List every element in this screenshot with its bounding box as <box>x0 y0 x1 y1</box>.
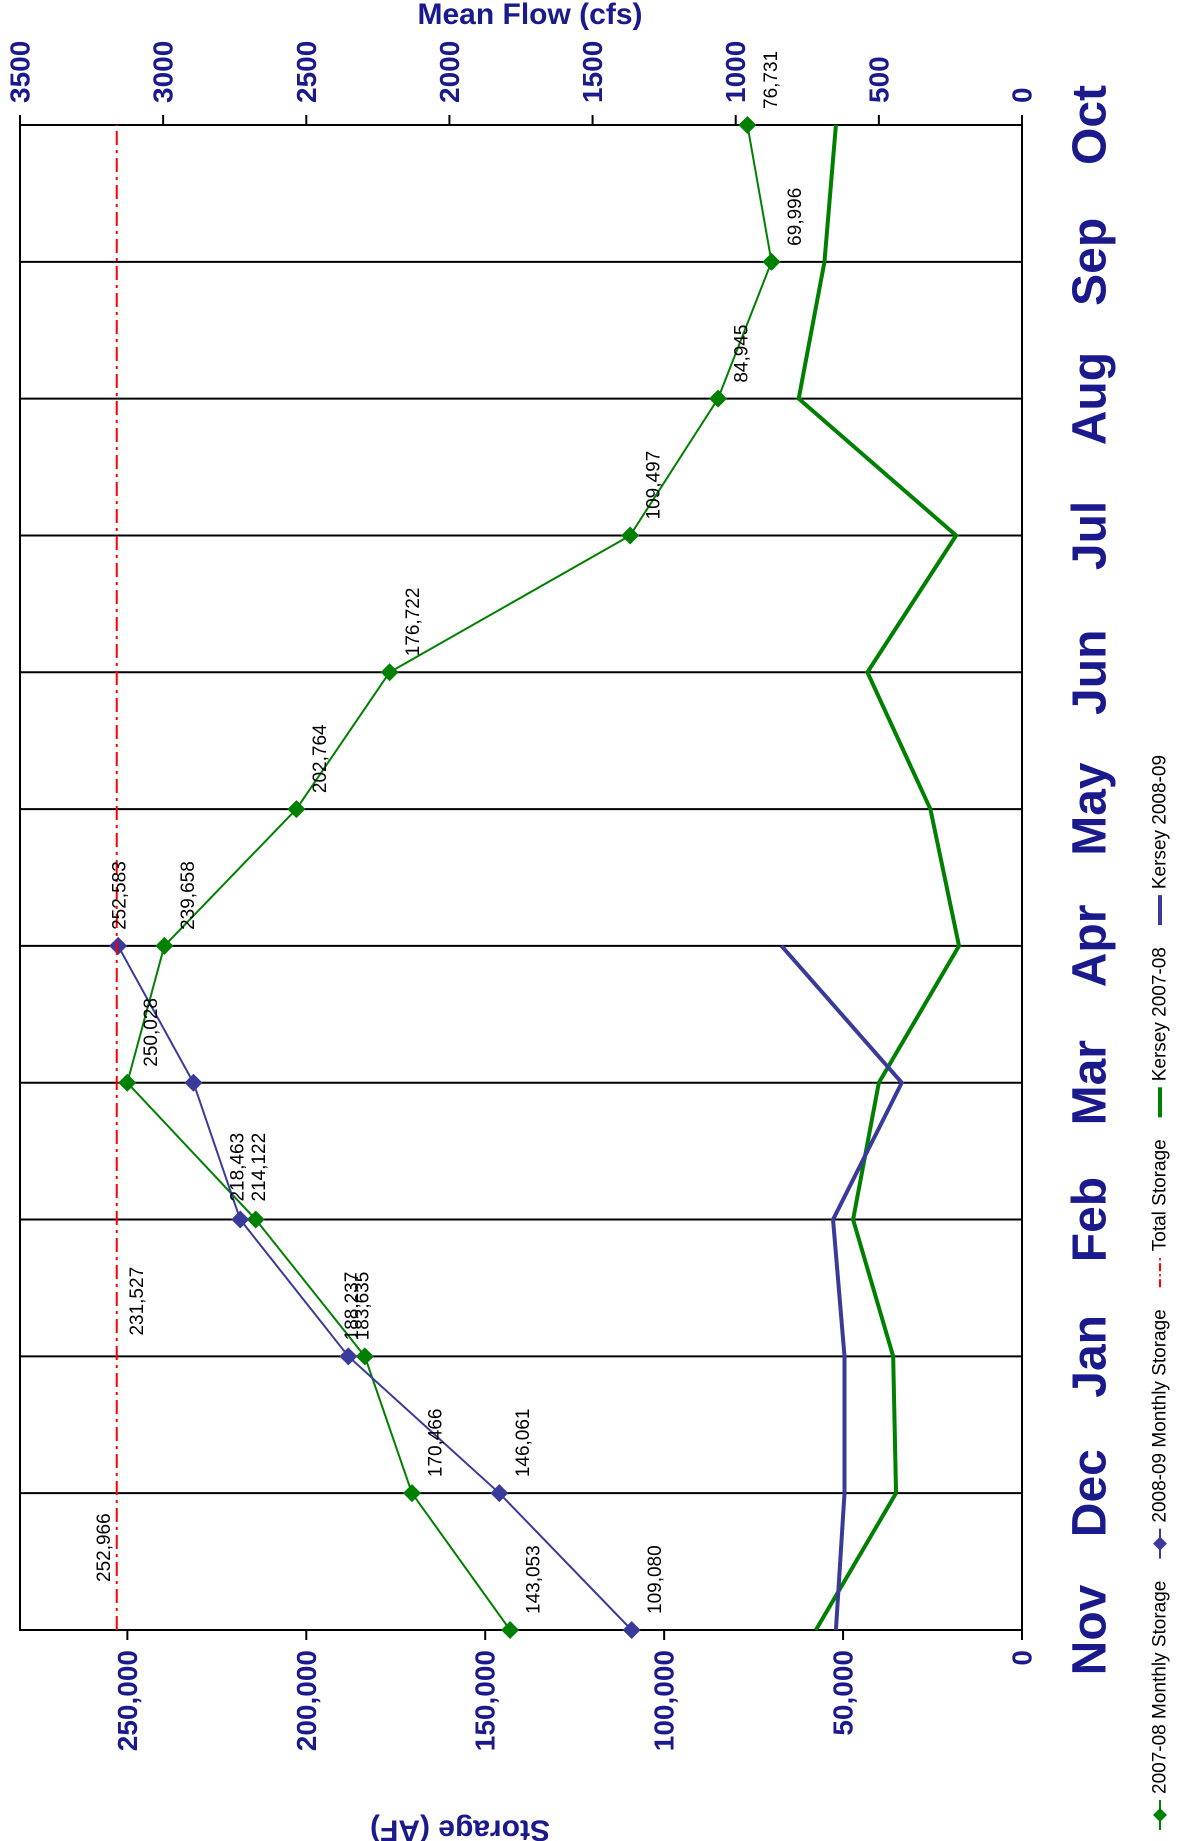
month-label-sep: Sep <box>1064 218 1117 306</box>
storage-tick-label: 100,000 <box>649 1650 680 1751</box>
month-label-jun: Jun <box>1064 630 1117 715</box>
legend-item-kersey-2008-09: Kersey 2008-09 <box>1150 755 1171 926</box>
data-label-2007-08: 202,764 <box>310 724 331 793</box>
legend-label: Kersey 2008-09 <box>1150 755 1171 889</box>
series-point-2007-08-monthly-storage <box>501 1621 520 1639</box>
legend-label: Total Storage <box>1150 1139 1171 1251</box>
data-label-2007-08: 76,731 <box>761 51 782 109</box>
series-point-2007-08-monthly-storage <box>621 526 640 545</box>
month-label-may: May <box>1064 762 1117 856</box>
legend-item-kersey-2007-08: Kersey 2007-08 <box>1150 947 1171 1118</box>
legend-label: 2007-08 Monthly Storage <box>1150 1581 1171 1794</box>
storage-axis-title: Storage (AF) <box>370 1814 550 1841</box>
legend-marker <box>1153 1808 1167 1822</box>
flow-tick-label: 1000 <box>720 41 751 103</box>
data-label-2008-09: 146,061 <box>513 1408 534 1477</box>
storage-tick-label: 50,000 <box>828 1650 859 1736</box>
flow-tick-label: 500 <box>863 56 894 103</box>
data-label-2007-08: 84,945 <box>732 325 753 383</box>
series-line-kersey-2007-08 <box>796 124 962 1632</box>
series-point-2007-08-monthly-storage <box>355 1347 374 1366</box>
storage-tick-label: 150,000 <box>470 1650 501 1751</box>
series-point-2008-09-monthly-storage <box>622 1621 641 1639</box>
data-label-2008-09: 218,463 <box>228 1133 249 1202</box>
series-layer <box>109 116 962 1639</box>
series-point-2008-09-monthly-storage <box>109 936 128 955</box>
data-label-2007-08: 109,497 <box>644 451 665 520</box>
month-label-feb: Feb <box>1064 1177 1117 1262</box>
data-label-2007-08: 250,028 <box>141 998 162 1067</box>
flow-tick-label: 3000 <box>148 41 179 103</box>
month-gridlines <box>20 124 1022 1631</box>
series-line-2008-09-monthly-storage <box>117 945 633 1631</box>
month-label-jul: Jul <box>1064 501 1117 570</box>
series-point-2007-08-monthly-storage <box>380 663 399 682</box>
month-label-oct: Oct <box>1064 85 1117 165</box>
axes: Nov Dec Jan Feb Mar Apr May Jun Jul Aug Sep Oct 0 50,… <box>5 0 1117 1841</box>
storage-tick-label: 200,000 <box>291 1650 322 1751</box>
data-label-2008-09: 252,583 <box>110 861 131 930</box>
series-point-2007-08-monthly-storage <box>155 936 174 955</box>
legend-label: Kersey 2007-08 <box>1150 947 1171 1081</box>
series-line-2007-08-monthly-storage <box>126 124 773 1631</box>
series-point-2007-08-monthly-storage <box>402 1484 421 1503</box>
series-point-2007-08-monthly-storage <box>246 1210 265 1229</box>
legend-item-2007-08-monthly-storage: 2007-08 Monthly Storage <box>1150 1581 1171 1830</box>
data-labels: 143,053 170,466 183,635 214,122 250,028 239,6… <box>94 51 806 1614</box>
flow-tick-label: 3500 <box>5 41 36 103</box>
month-label-jan: Jan <box>1064 1315 1117 1398</box>
series-point-2008-09-monthly-storage <box>231 1210 250 1229</box>
data-label-2008-09: 231,527 <box>127 1267 148 1336</box>
storage-tick-label: 250,000 <box>112 1650 143 1751</box>
series-point-2007-08-monthly-storage <box>762 252 781 271</box>
flow-axis-title: Mean Flow (cfs) <box>417 0 642 31</box>
series-point-2007-08-monthly-storage <box>738 116 757 134</box>
legend-marker <box>1153 1536 1167 1551</box>
data-label-2007-08: 143,053 <box>524 1545 545 1614</box>
data-label-total-storage: 252,966 <box>94 1513 115 1582</box>
plot-frame <box>19 124 1023 1631</box>
month-label-nov: Nov <box>1064 1584 1117 1675</box>
data-label-2007-08: 183,635 <box>352 1272 373 1341</box>
series-point-2008-09-monthly-storage <box>490 1484 509 1503</box>
legend-label: 2008-09 Monthly Storage <box>1150 1309 1171 1522</box>
data-label-2008-09: 188,237 <box>342 1272 363 1341</box>
flow-tick-label: 0 <box>1007 87 1038 103</box>
data-label-2007-08: 170,466 <box>425 1408 446 1477</box>
data-label-2007-08: 69,996 <box>785 188 806 246</box>
plot-border <box>19 124 1023 1631</box>
month-label-mar: Mar <box>1064 1040 1117 1125</box>
series-line-kersey-2008-09 <box>780 944 905 1631</box>
legend-item-2008-09-monthly-storage: 2008-09 Monthly Storage <box>1150 1309 1171 1559</box>
legend: 2007-08 Monthly Storage 2008-09 Monthly S… <box>1150 755 1171 1830</box>
series-point-2007-08-monthly-storage <box>287 800 306 819</box>
data-label-2007-08: 214,122 <box>249 1133 270 1202</box>
data-label-2007-08: 239,658 <box>178 861 199 930</box>
month-label-aug: Aug <box>1064 352 1117 445</box>
legend-item-total-storage: Total Storage <box>1150 1139 1171 1288</box>
series-point-2008-09-monthly-storage <box>184 1073 203 1092</box>
series-point-2008-09-monthly-storage <box>339 1347 358 1366</box>
data-label-2008-09: 109,080 <box>645 1545 666 1614</box>
flow-tick-label: 1500 <box>577 41 608 103</box>
series-point-2007-08-monthly-storage <box>709 389 728 408</box>
legend-group: 2007-08 Monthly Storage 2008-09 Monthly S… <box>1150 755 1171 1830</box>
month-label-dec: Dec <box>1064 1449 1117 1537</box>
flow-tick-label: 2000 <box>434 41 465 103</box>
series-point-2007-08-monthly-storage <box>118 1073 137 1092</box>
month-label-apr: Apr <box>1064 905 1117 988</box>
storage-tick-label: 0 <box>1007 1650 1038 1666</box>
data-label-2007-08: 176,722 <box>403 588 424 657</box>
flow-tick-label: 2500 <box>291 41 322 103</box>
